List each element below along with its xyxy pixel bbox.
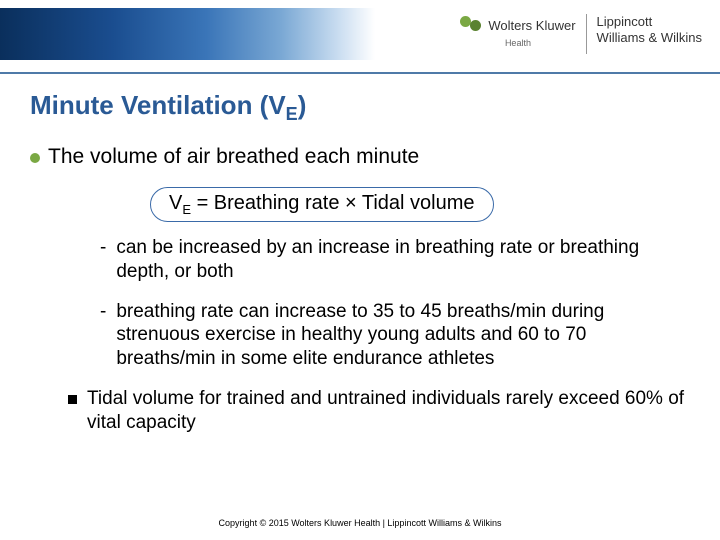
sub-bullet-text: breathing rate can increase to 35 to 45 … bbox=[116, 300, 690, 371]
formula-rhs: = Breathing rate × Tidal volume bbox=[191, 192, 475, 214]
sub-bullet-list: - can be increased by an increase in bre… bbox=[100, 236, 690, 371]
header-accent-line bbox=[0, 72, 720, 74]
wolters-kluwer-brand: Wolters Kluwer Health bbox=[460, 14, 575, 48]
formula-box: VE = Breathing rate × Tidal volume bbox=[150, 187, 494, 222]
header-gradient-bar bbox=[0, 8, 375, 60]
wk-logo-icon bbox=[460, 14, 482, 36]
copyright-text: Copyright © 2015 Wolters Kluwer Health |… bbox=[0, 518, 720, 528]
wk-brand-name: Wolters Kluwer bbox=[488, 18, 575, 33]
title-subscript: E bbox=[286, 104, 298, 124]
formula-lhs-sub: E bbox=[182, 202, 191, 217]
dash-icon: - bbox=[100, 300, 106, 371]
square-bullet-icon bbox=[68, 395, 77, 404]
sub-bullet-item: - breathing rate can increase to 35 to 4… bbox=[100, 300, 690, 371]
slide-content: Minute Ventilation (VE) The volume of ai… bbox=[0, 76, 720, 434]
dash-icon: - bbox=[100, 236, 106, 284]
lww-line2: Williams & Wilkins bbox=[597, 30, 702, 46]
brand-area: Wolters Kluwer Health Lippincott William… bbox=[460, 14, 702, 54]
bullet-dot-icon bbox=[30, 153, 40, 163]
sub-bullet-text: can be increased by an increase in breat… bbox=[116, 236, 690, 284]
main-bullet: The volume of air breathed each minute bbox=[30, 145, 690, 169]
lippincott-brand: Lippincott Williams & Wilkins bbox=[597, 14, 702, 45]
formula-lhs-prefix: V bbox=[169, 192, 182, 214]
slide-header: Wolters Kluwer Health Lippincott William… bbox=[0, 0, 720, 76]
title-prefix: Minute Ventilation (V bbox=[30, 90, 286, 120]
wk-brand-sub: Health bbox=[460, 38, 575, 48]
slide-title: Minute Ventilation (VE) bbox=[30, 90, 690, 125]
title-suffix: ) bbox=[298, 90, 307, 120]
lww-line1: Lippincott bbox=[597, 14, 702, 30]
square-bullet-text: Tidal volume for trained and untrained i… bbox=[87, 387, 690, 435]
main-bullet-text: The volume of air breathed each minute bbox=[48, 145, 419, 169]
sub-bullet-item: - can be increased by an increase in bre… bbox=[100, 236, 690, 284]
square-bullet-item: Tidal volume for trained and untrained i… bbox=[68, 387, 690, 435]
brand-divider bbox=[586, 14, 587, 54]
